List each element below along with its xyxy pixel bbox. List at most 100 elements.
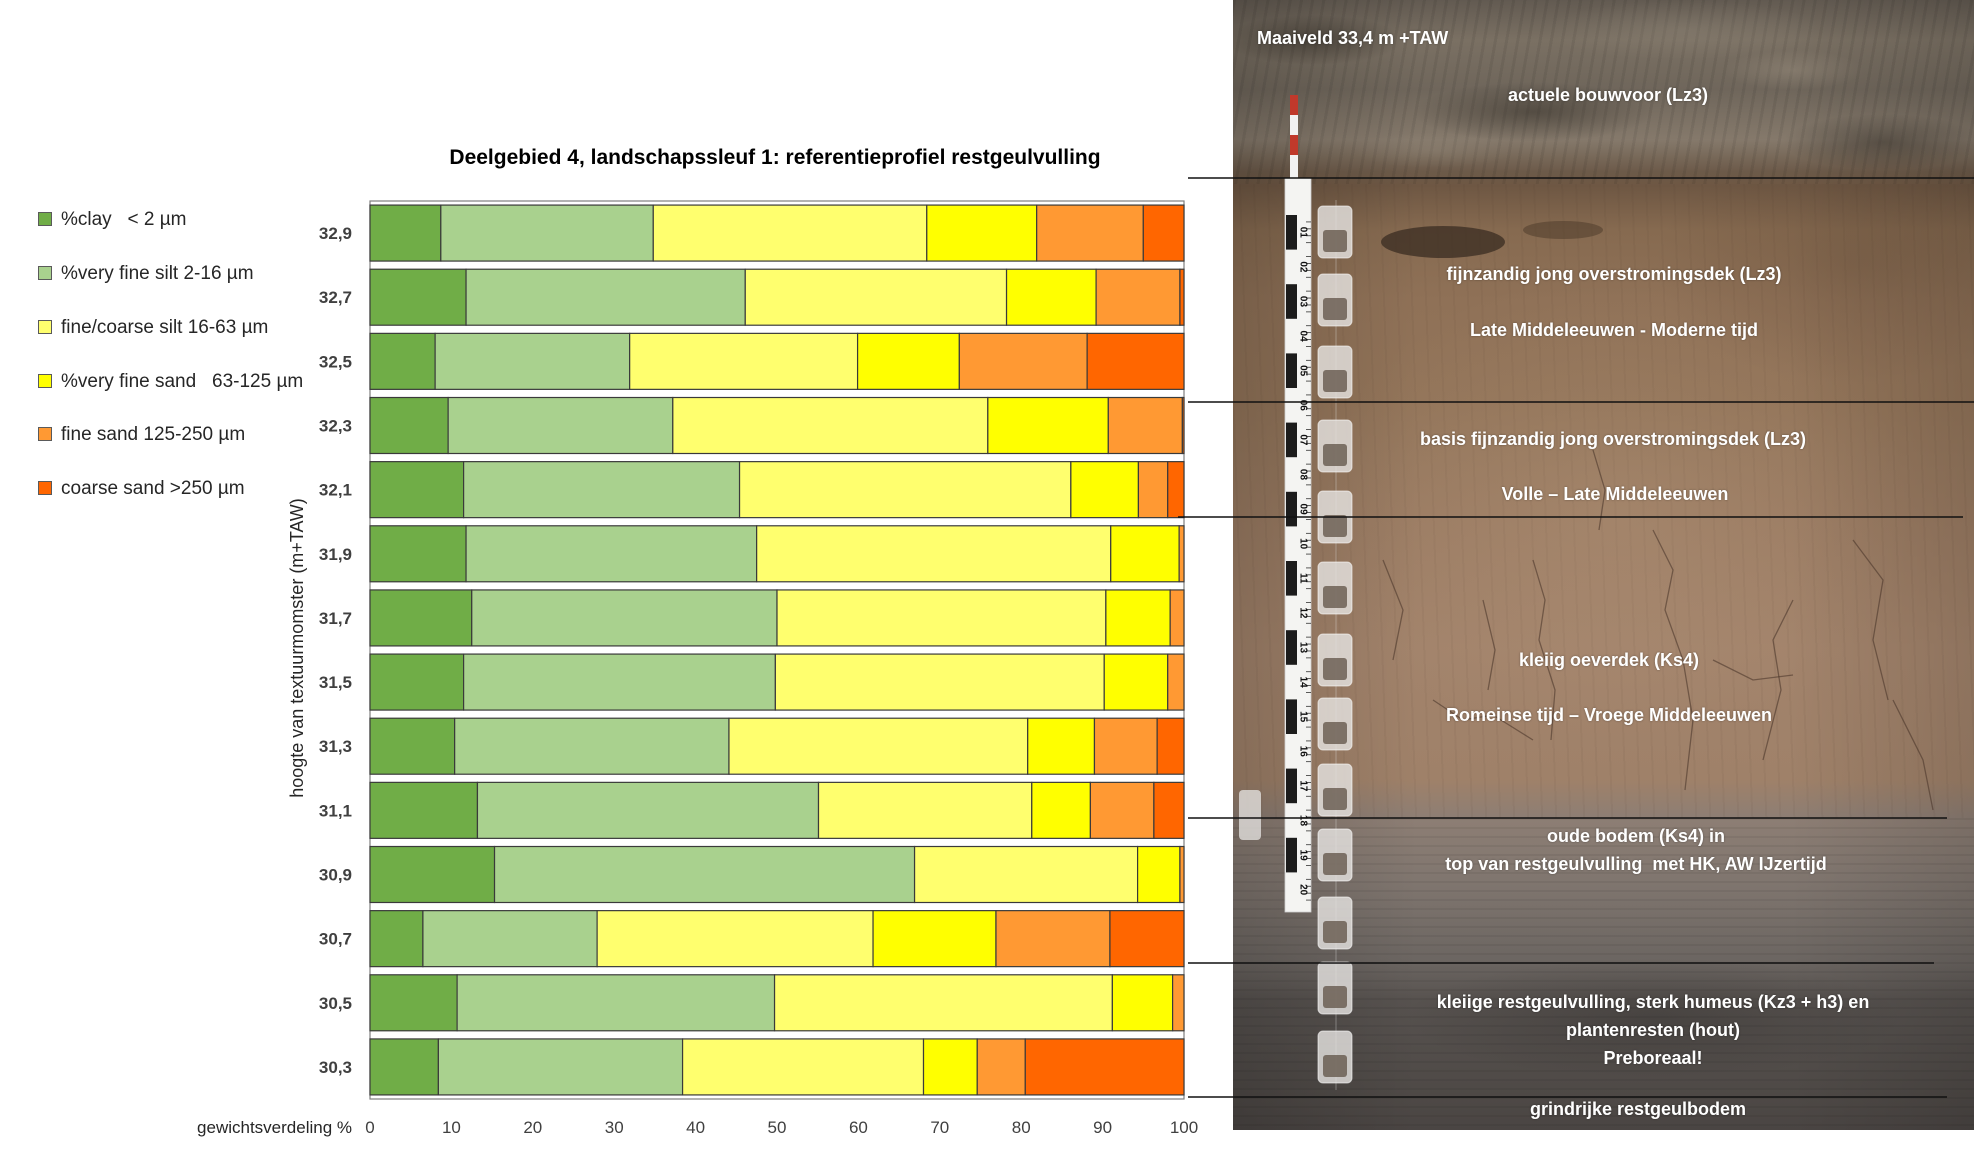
bar-segment-series3-row1 bbox=[1005, 268, 1097, 326]
legend-item-coarse-sand: coarse sand >250 µm bbox=[38, 478, 245, 498]
bar-segment-series0-row8 bbox=[369, 717, 456, 775]
bar-segment-series5-row2 bbox=[1086, 332, 1185, 390]
sample-bag-contents bbox=[1323, 298, 1347, 320]
topsoil-texture bbox=[1233, 0, 1974, 184]
ruler-label: 03 bbox=[1298, 296, 1309, 308]
bars bbox=[369, 204, 1185, 1096]
bar-segment-series4-row0 bbox=[1036, 204, 1144, 262]
layer-period-label: Romeinse tijd – Vroege Middeleeuwen bbox=[1445, 705, 1773, 725]
sample-bag bbox=[1239, 790, 1261, 840]
layer-period-label: Preboreaal! bbox=[1603, 1048, 1703, 1068]
bar-segment-series2-row9 bbox=[817, 781, 1033, 839]
x-tick-label: 20 bbox=[523, 1118, 542, 1137]
channel-fill-texture bbox=[1233, 818, 1974, 1130]
bar-segment-series1-row7 bbox=[463, 653, 776, 711]
soil-profile-drawing: 01 02 03 04 05 06 07 08 09 10 11 12 13 14 15 16 17 18 19 20 bbox=[1239, 95, 1934, 1090]
bar-segment-series1-row9 bbox=[476, 781, 820, 839]
legend-swatch bbox=[38, 427, 52, 441]
layer-label: kleiige restgeulvulling, sterk humeus (K… bbox=[1436, 992, 1870, 1012]
soil-crack bbox=[1762, 599, 1794, 761]
soil-crack bbox=[1482, 599, 1496, 691]
bar-segment-series4-row3 bbox=[1107, 396, 1183, 455]
bar-segment-series0-row5 bbox=[369, 525, 467, 583]
bar-segment-series2-row11 bbox=[596, 910, 874, 968]
sample-bag-contents bbox=[1323, 722, 1347, 744]
ruler-label: 07 bbox=[1298, 434, 1309, 446]
ruler-label: 04 bbox=[1298, 331, 1309, 343]
legend-item-fine-coarse-silt: fine/coarse silt 16-63 µm bbox=[38, 317, 268, 337]
y-tick-label: 32,7 bbox=[319, 288, 352, 307]
ruler-label: 02 bbox=[1298, 261, 1309, 273]
x-tick-label: 50 bbox=[768, 1118, 787, 1137]
bar-segment-series0-row3 bbox=[369, 396, 449, 455]
y-tick-label: 31,5 bbox=[319, 673, 352, 692]
legend-item-very-fine-silt: %very fine silt 2-16 µm bbox=[38, 263, 254, 283]
bar-segment-series0-row6 bbox=[369, 589, 473, 647]
bar-segment-series5-row3 bbox=[1181, 396, 1185, 455]
y-tick-label: 31,9 bbox=[319, 545, 352, 564]
measuring-pole bbox=[1290, 95, 1298, 178]
x-tick-labels: 0 10 20 30 40 50 60 70 80 90 100 bbox=[365, 1118, 1198, 1137]
bar-segment-series3-row3 bbox=[987, 396, 1109, 455]
legend-label: %clay < 2 µm bbox=[61, 208, 187, 230]
bar-segment-series3-row6 bbox=[1105, 589, 1171, 647]
sample-bag-contents bbox=[1323, 1055, 1347, 1077]
stacked-bar-chart: 32,9 32,7 32,5 32,3 32,1 31,9 31,7 31,5 31,3 31,1… bbox=[197, 200, 1198, 1137]
ruler-block bbox=[1286, 699, 1297, 734]
bar-segment-series3-row12 bbox=[1111, 974, 1174, 1032]
y-tick-labels: 32,9 32,7 32,5 32,3 32,1 31,9 31,7 31,5 31,3 31,1… bbox=[319, 224, 352, 1077]
bar-segment-series4-row2 bbox=[958, 332, 1088, 390]
bar-segment-series2-row4 bbox=[738, 461, 1072, 519]
pole-stripe bbox=[1290, 95, 1298, 115]
bar-segment-series0-row1 bbox=[369, 268, 467, 326]
legend-item-fine-sand: fine sand 125-250 µm bbox=[38, 424, 245, 444]
sample-bags bbox=[1239, 200, 1353, 1090]
bar-segment-series5-row11 bbox=[1109, 910, 1185, 968]
bar-segment-series4-row12 bbox=[1171, 974, 1185, 1032]
bar-segment-series1-row1 bbox=[465, 268, 746, 326]
bar-segment-series3-row2 bbox=[856, 332, 960, 390]
legend-swatch bbox=[38, 266, 52, 280]
bar-segment-series5-row13 bbox=[1024, 1038, 1185, 1096]
y-tick-label: 32,5 bbox=[319, 352, 352, 371]
bar-segment-series1-row0 bbox=[440, 204, 654, 262]
bar-segment-series2-row6 bbox=[776, 589, 1107, 647]
bar-segment-series4-row6 bbox=[1169, 589, 1185, 647]
ruler-block bbox=[1286, 422, 1297, 458]
bar-segment-series4-row7 bbox=[1167, 653, 1185, 711]
ruler-label: 20 bbox=[1298, 884, 1309, 896]
ruler-label: 14 bbox=[1298, 677, 1309, 689]
y-tick-label: 30,7 bbox=[319, 930, 352, 949]
ruler-block bbox=[1286, 837, 1297, 873]
bar-segment-series1-row8 bbox=[454, 717, 730, 775]
bar-segment-series0-row13 bbox=[369, 1038, 439, 1096]
bar-segment-series1-row4 bbox=[463, 461, 741, 519]
layer-label: top van restgeulvulling met HK, AW IJzer… bbox=[1445, 854, 1827, 874]
photo-shading bbox=[1233, 0, 1974, 1130]
bar-segment-series2-row1 bbox=[744, 268, 1008, 326]
bar-segment-series2-row13 bbox=[681, 1038, 925, 1096]
bar-segment-series1-row3 bbox=[447, 396, 674, 455]
layer-label: oude bodem (Ks4) in bbox=[1546, 826, 1726, 846]
x-tick-label: 30 bbox=[605, 1118, 624, 1137]
bar-segment-series3-row7 bbox=[1103, 653, 1169, 711]
bar-segment-series2-row7 bbox=[774, 653, 1105, 711]
bar-segment-series2-row12 bbox=[773, 974, 1113, 1032]
x-tick-label: 0 bbox=[365, 1118, 374, 1137]
soil-crack bbox=[1532, 559, 1556, 741]
soil-crack bbox=[1712, 659, 1794, 681]
x-tick-label: 10 bbox=[442, 1118, 461, 1137]
sample-bag-contents bbox=[1323, 444, 1347, 466]
y-tick-label: 30,9 bbox=[319, 866, 352, 885]
ruler-label: 09 bbox=[1298, 504, 1309, 516]
bar-segment-series4-row9 bbox=[1089, 781, 1155, 839]
x-tick-label: 80 bbox=[1012, 1118, 1031, 1137]
pole-stripe bbox=[1290, 155, 1298, 178]
soil-crack bbox=[1432, 699, 1534, 741]
y-tick-label: 32,3 bbox=[319, 417, 352, 436]
surface-level-label: Maaiveld 33,4 m +TAW bbox=[1257, 28, 1449, 48]
bar-segment-series3-row10 bbox=[1136, 845, 1181, 904]
x-tick-label: 70 bbox=[930, 1118, 949, 1137]
y-tick-label: 32,1 bbox=[319, 481, 352, 500]
legend-swatch bbox=[38, 212, 52, 226]
